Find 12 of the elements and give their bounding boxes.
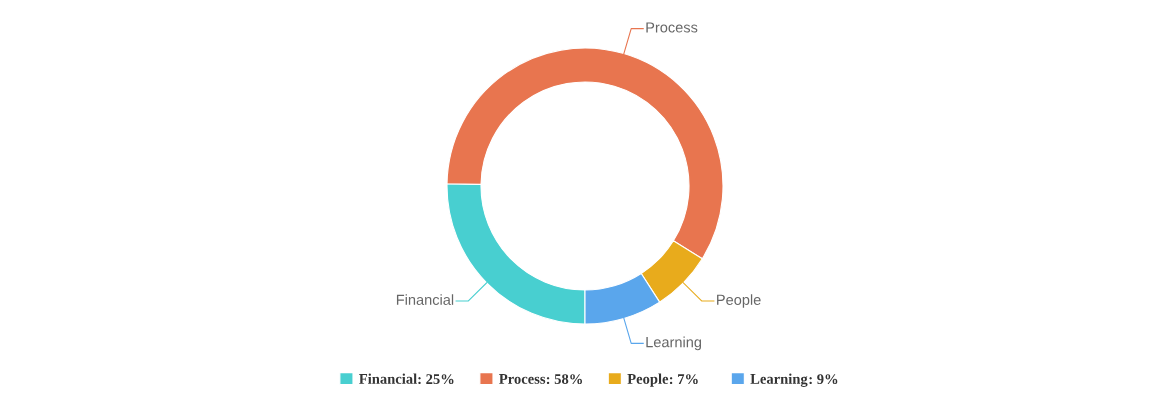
legend-label: Learning: [750, 373, 808, 387]
slice-label: Financial: [396, 294, 454, 305]
legend-label: Financial: [359, 373, 417, 384]
data-label: : 9%: [809, 374, 838, 385]
data-label: : 58%: [546, 374, 582, 385]
legend-label: People: [627, 373, 669, 387]
data-label: : 7%: [669, 374, 698, 385]
slice-label: People: [717, 294, 761, 308]
data-label: : 25%: [418, 374, 454, 385]
legend-label: Process: [499, 374, 546, 384]
slice-label: Process: [646, 22, 698, 33]
slice-label: Learning: [646, 336, 702, 351]
